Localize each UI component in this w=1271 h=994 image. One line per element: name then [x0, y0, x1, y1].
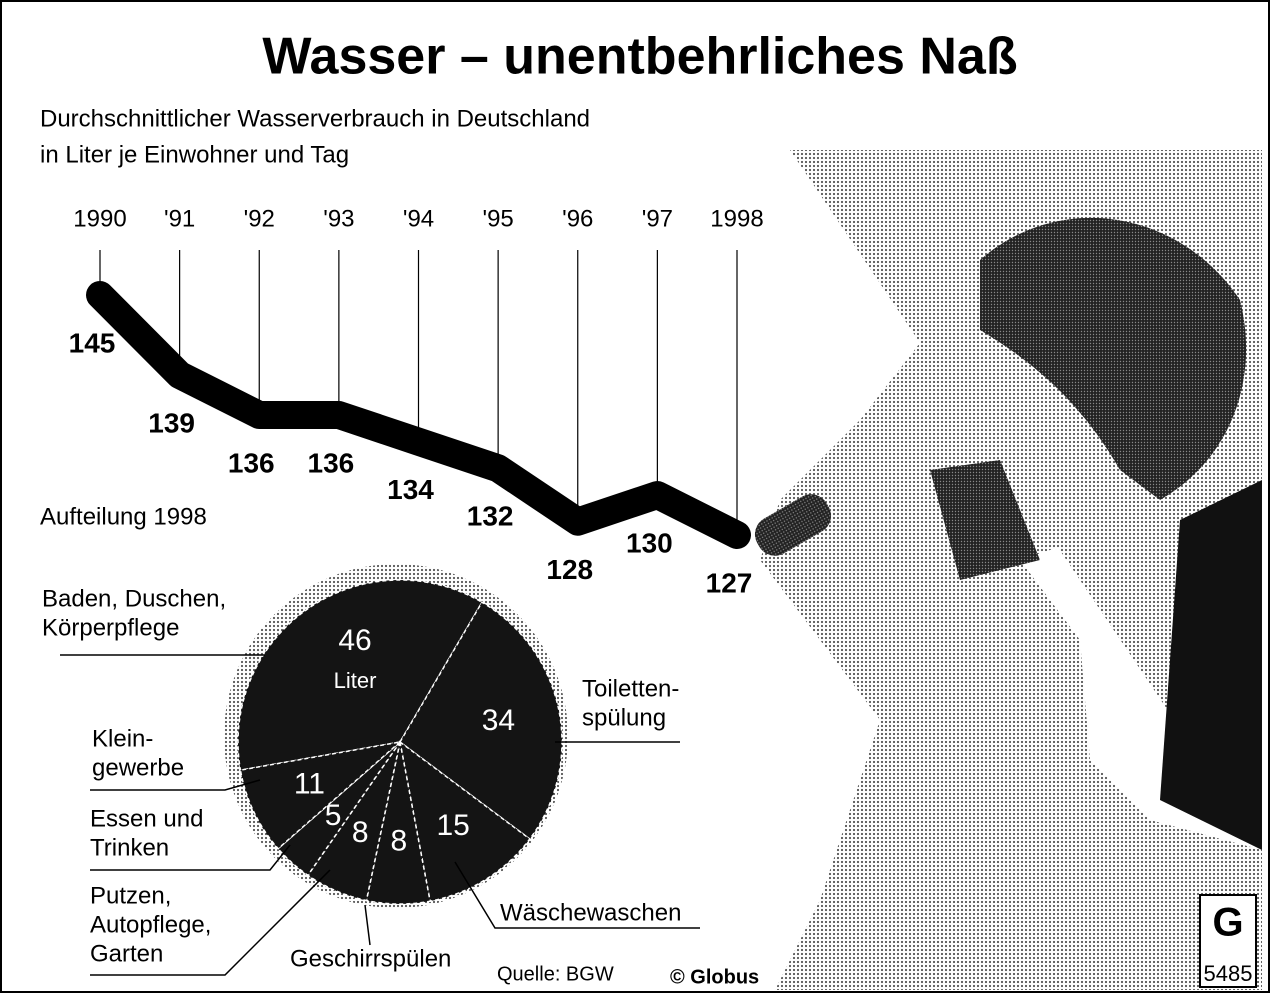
value-label: 145: [69, 327, 116, 358]
source: Quelle: BGW: [497, 963, 614, 985]
category-label: Garten: [90, 940, 163, 967]
category-label: Klein-: [92, 725, 153, 752]
value-label: 132: [467, 501, 514, 532]
x-tick-label: 1998: [710, 205, 763, 232]
value-label: 139: [148, 407, 195, 438]
value-label: 34: [482, 704, 515, 737]
leader-line: [454, 861, 700, 929]
x-tick-label: '93: [323, 205, 354, 232]
category-label: Baden, Duschen,: [42, 585, 226, 612]
credit: © Globus: [670, 966, 759, 988]
category-label: Körperpflege: [42, 614, 179, 641]
category-label: Trinken: [90, 834, 169, 861]
category-label: Autopflege,: [90, 911, 211, 938]
subtitle: Durchschnittlicher Wasserverbrauch in De…: [40, 105, 590, 132]
line: [86, 281, 751, 549]
value-label: 15: [436, 809, 469, 842]
x-tick-label: '91: [164, 205, 195, 232]
illustration: G 5485: [754, 150, 1262, 990]
value-label: 134: [387, 474, 434, 505]
pie-title: Aufteilung 1998: [40, 503, 207, 530]
category-label: Essen und: [90, 805, 203, 832]
value-label: 11: [294, 767, 325, 800]
svg-text:G: G: [1212, 901, 1243, 945]
value-label: 46: [338, 624, 371, 657]
leader-line: [90, 779, 261, 791]
x-tick-label: '96: [562, 205, 593, 232]
value-label: 127: [706, 567, 753, 598]
value-label: 8: [352, 816, 369, 849]
leader-line: [90, 844, 291, 871]
leader-line: [90, 869, 331, 976]
category-label: gewerbe: [92, 754, 184, 781]
value-label: 130: [626, 527, 673, 558]
category-label: Putzen,: [90, 882, 171, 909]
title: Wasser – unentbehrliches Naß: [262, 28, 1017, 86]
pie-slice: [277, 741, 401, 877]
category-label: Geschirrspülen: [290, 945, 451, 972]
pie-slice: [237, 579, 483, 771]
subtitle: in Liter je Einwohner und Tag: [40, 141, 349, 168]
pie-slice: [239, 740, 403, 850]
category-label: Wäschewaschen: [500, 899, 681, 926]
value-label: 136: [228, 447, 275, 478]
x-tick-label: 1990: [73, 205, 126, 232]
pie-slice: [399, 601, 563, 841]
x-tick-label: '92: [244, 205, 275, 232]
value-label: 8: [391, 824, 408, 857]
value-label: 5: [325, 799, 342, 832]
x-tick-label: '95: [482, 205, 513, 232]
x-tick-label: '97: [642, 205, 673, 232]
category-label: spülung: [582, 704, 666, 731]
value-label: 128: [546, 554, 593, 585]
category-label: Toiletten-: [582, 675, 679, 702]
pie-slice: [398, 740, 531, 903]
leader-line: [364, 904, 371, 946]
value-label: 136: [308, 447, 355, 478]
badge: 5485: [1204, 961, 1253, 986]
unit-label: Liter: [334, 668, 377, 693]
x-tick-label: '94: [403, 205, 434, 232]
